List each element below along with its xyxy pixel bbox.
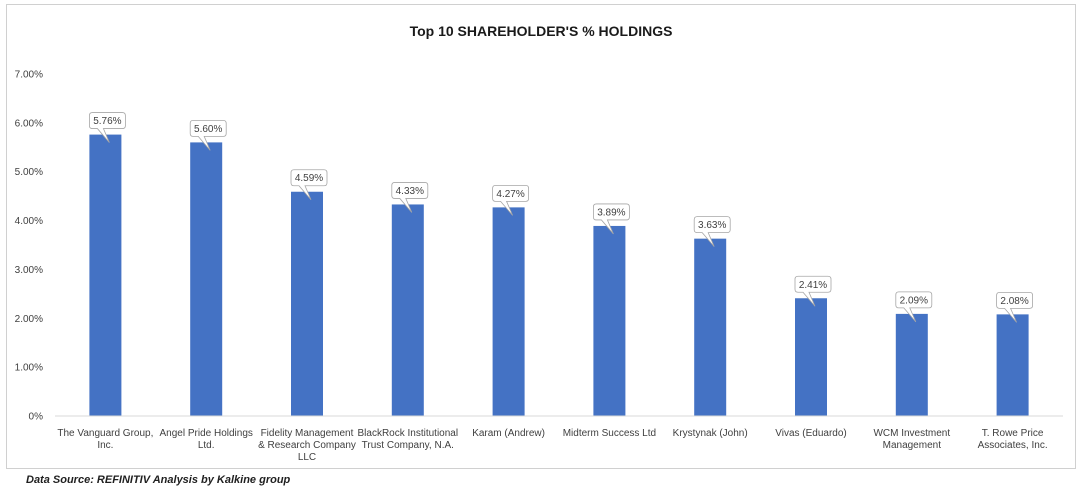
bar	[996, 314, 1029, 416]
category-label-line: Angel Pride Holdings	[160, 428, 253, 439]
data-label-callout: 5.60%	[189, 120, 227, 151]
data-label: 2.41%	[799, 280, 827, 291]
category-label-line: & Research Company	[258, 440, 356, 451]
category-label: Karam (Andrew)	[472, 428, 545, 439]
category-label: Midterm Success Ltd	[563, 428, 656, 439]
category-label-line: The Vanguard Group,	[57, 428, 153, 439]
data-label: 4.27%	[496, 189, 524, 200]
data-label-box	[391, 182, 429, 213]
chart-title: Top 10 SHAREHOLDER'S % HOLDINGS	[410, 23, 673, 39]
data-label: 2.09%	[900, 295, 928, 306]
bar	[593, 225, 626, 416]
x-axis: The Vanguard Group, Inc. Angel Pride Holdi…	[55, 415, 1063, 463]
category-label: Vivas (Eduardo)	[775, 428, 847, 439]
data-label-callout: 3.89%	[593, 203, 630, 235]
data-label-box	[89, 112, 126, 143]
data-label-callout: 2.41%	[794, 275, 832, 307]
bar	[391, 204, 424, 416]
category-label-line: Ltd.	[198, 440, 215, 451]
data-label: 4.33%	[396, 186, 424, 197]
data-label-callout: 4.27%	[492, 184, 529, 216]
data-label: 3.63%	[698, 220, 726, 231]
category-label-line: Inc.	[97, 440, 113, 451]
chart-frame: Top 10 SHAREHOLDER'S % HOLDINGS 0% 1.00% 2…	[6, 4, 1076, 469]
bar	[694, 238, 727, 416]
data-label: 2.08%	[1000, 296, 1028, 307]
y-tick-label: 2.00%	[15, 314, 43, 325]
category-label: T. Rowe Price Associates, Inc.	[978, 428, 1048, 451]
data-label-box	[794, 275, 832, 307]
category-label-line: Management	[883, 440, 942, 451]
data-label: 4.59%	[295, 173, 323, 184]
category-label: BlackRock Institutional Trust Company, N.…	[357, 428, 458, 451]
data-label-box	[290, 169, 328, 201]
y-axis: 0% 1.00% 2.00% 3.00% 4.00% 5.00% 6.00% 7.00%	[15, 70, 43, 423]
category-label-line: Associates, Inc.	[978, 440, 1048, 451]
y-tick-label: 7.00%	[15, 70, 43, 81]
category-label-line: Vivas (Eduardo)	[775, 428, 847, 439]
data-label-callout: 4.59%	[290, 169, 328, 201]
category-label-line: Karam (Andrew)	[472, 428, 545, 439]
category-label: Fidelity Management & Research Company LLC	[258, 428, 356, 463]
category-label-line: WCM Investment	[873, 428, 950, 439]
data-label-box	[693, 216, 731, 247]
data-label-callout: 3.63%	[693, 216, 731, 247]
category-label-line: LLC	[298, 452, 316, 463]
data-label-box	[492, 184, 529, 216]
data-label-box	[593, 203, 630, 235]
data-label: 3.89%	[597, 207, 625, 218]
bar	[89, 134, 122, 416]
data-label: 5.60%	[194, 124, 222, 135]
bar	[291, 191, 323, 416]
bar	[895, 313, 928, 416]
y-tick-label: 0%	[29, 412, 44, 423]
data-labels: 5.76% 5.60% 4.59% 4.33% 4.27% 3.89% 3.63% 2.41%…	[89, 112, 1033, 323]
category-label-line: Midterm Success Ltd	[563, 428, 656, 439]
bar	[190, 142, 223, 416]
category-label-line: Trust Company, N.A.	[362, 440, 454, 451]
y-tick-label: 1.00%	[15, 363, 43, 374]
category-label-line: Fidelity Management	[261, 428, 354, 439]
data-label-callout: 4.33%	[391, 182, 429, 213]
data-label: 5.76%	[93, 116, 121, 127]
category-label: WCM Investment Management	[873, 428, 950, 451]
data-label-box	[996, 291, 1033, 323]
category-label: Krystynak (John)	[673, 428, 748, 439]
bar	[795, 298, 827, 416]
category-label-line: BlackRock Institutional	[357, 428, 458, 439]
y-tick-label: 5.00%	[15, 167, 43, 178]
data-label-callout: 2.09%	[895, 291, 933, 323]
bar-chart: Top 10 SHAREHOLDER'S % HOLDINGS 0% 1.00% 2…	[15, 23, 1063, 463]
y-tick-label: 6.00%	[15, 118, 43, 129]
y-tick-label: 3.00%	[15, 265, 43, 276]
y-tick-label: 4.00%	[15, 216, 43, 227]
data-label-callout: 5.76%	[89, 112, 126, 143]
bar	[492, 207, 525, 416]
bars	[89, 134, 1029, 416]
category-label-line: T. Rowe Price	[982, 428, 1044, 439]
data-label-box	[189, 120, 227, 151]
category-label: The Vanguard Group, Inc.	[57, 428, 153, 451]
category-label-line: Krystynak (John)	[673, 428, 748, 439]
category-label: Angel Pride Holdings Ltd.	[160, 428, 253, 451]
data-label-box	[895, 291, 933, 323]
source-note: Data Source: REFINITIV Analysis by Kalki…	[26, 474, 291, 486]
data-label-callout: 2.08%	[996, 291, 1033, 323]
